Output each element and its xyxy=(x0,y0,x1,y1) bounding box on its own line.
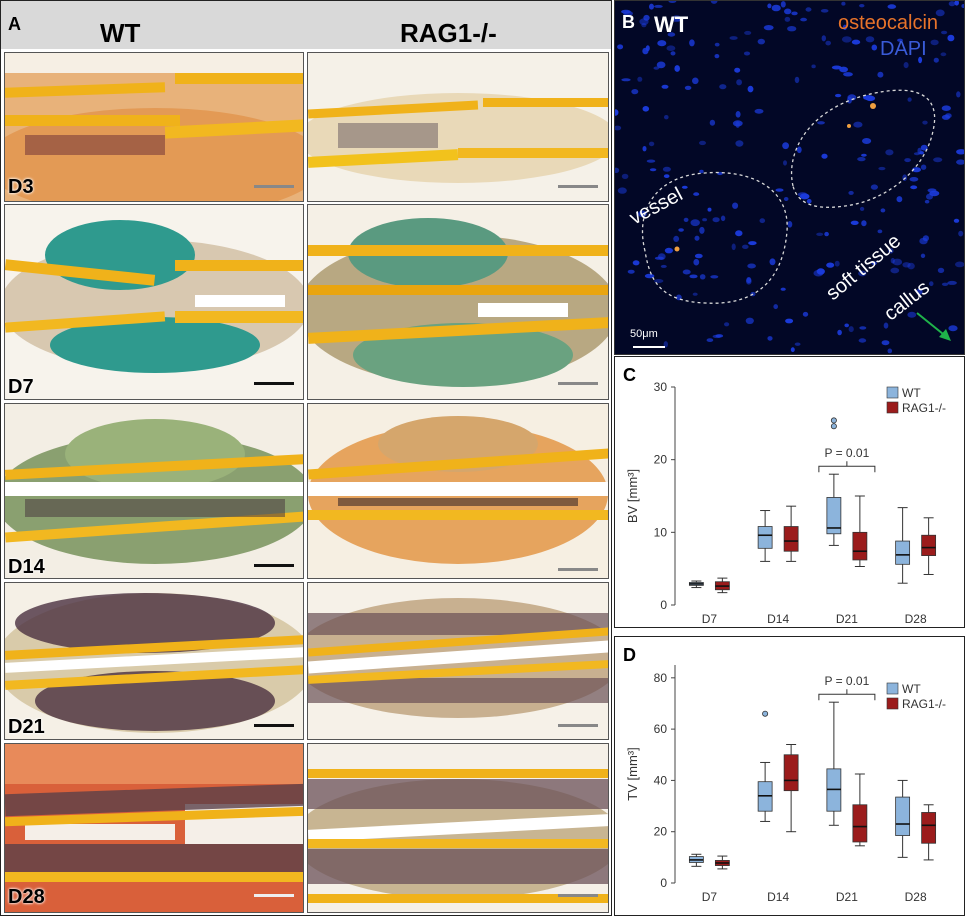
histology-image-d14-rag1 xyxy=(307,403,609,579)
scale-bar xyxy=(558,185,598,188)
histology-image-d7-wt xyxy=(4,204,304,400)
outlier-point xyxy=(762,710,769,717)
p-value-label: P = 0.01 xyxy=(824,674,869,688)
histology-image-d3-rag1 xyxy=(307,52,609,202)
panel-d: D 0 20 40 60 80 TV [mm³] D7 D14 D21 D28 P = 0.01 WT R… xyxy=(614,636,965,916)
legend-swatch xyxy=(886,682,899,695)
y-axis-label: BV [mm³] xyxy=(625,469,640,523)
box-rag1 xyxy=(783,526,799,552)
legend-swatch xyxy=(886,697,899,710)
box-rag1 xyxy=(783,754,799,792)
box-rag1 xyxy=(921,534,937,556)
scale-bar xyxy=(558,568,598,571)
histology-image-d21-rag1 xyxy=(307,582,609,740)
box-rag1 xyxy=(852,531,868,561)
panel-letter: C xyxy=(623,365,636,385)
panel-a-letter: A xyxy=(8,14,21,34)
tv-boxplot-chart: D 0 20 40 60 80 TV [mm³] D7 D14 D21 D28 P = 0.01 WTR… xyxy=(623,645,946,904)
y-tick-label: 40 xyxy=(654,773,668,787)
scale-bar xyxy=(254,894,294,897)
legend-label: WT xyxy=(902,386,921,400)
row-label-d3: D3 xyxy=(8,176,34,198)
histology-image-d14-wt xyxy=(4,403,304,579)
fluorescence-image xyxy=(615,1,964,354)
legend-swatch xyxy=(886,386,899,399)
panel-b-genotype: WT xyxy=(654,12,689,37)
x-tick-label: D21 xyxy=(836,890,858,904)
histology-image-d28-rag1 xyxy=(307,743,609,913)
column-header-rag1: RAG1-/- xyxy=(400,18,497,48)
panel-b-letter: B xyxy=(622,12,635,32)
outlier-point xyxy=(830,423,837,430)
y-tick-label: 0 xyxy=(660,598,667,612)
significance-bracket xyxy=(818,461,876,473)
legend-osteocalcin: osteocalcin xyxy=(838,12,939,34)
y-axis-label: TV [mm³] xyxy=(625,747,640,800)
y-tick-label: 20 xyxy=(654,453,668,467)
y-tick-label: 20 xyxy=(654,825,668,839)
row-label-d21: D21 xyxy=(8,716,45,738)
histology-image-d7-rag1 xyxy=(307,204,609,400)
outlier-point xyxy=(830,417,837,424)
row-label-d28: D28 xyxy=(8,886,45,908)
legend-label: WT xyxy=(902,682,921,696)
x-tick-label: D28 xyxy=(905,612,927,626)
y-tick-label: 80 xyxy=(654,671,668,685)
x-tick-label: D14 xyxy=(767,612,789,626)
legend-swatch xyxy=(886,401,899,414)
panel-a-header xyxy=(1,1,611,49)
x-tick-label: D7 xyxy=(702,890,718,904)
bv-boxplot-chart: C 0 10 20 30 BV [mm³] D7 D14 D21 D28 P = 0.01 WTRAG… xyxy=(623,365,946,626)
histology-image-d3-wt xyxy=(4,52,304,202)
y-tick-label: 30 xyxy=(654,380,668,394)
histology-image-d28-wt xyxy=(4,743,304,913)
y-tick-label: 0 xyxy=(660,876,667,890)
panel-b xyxy=(614,0,965,355)
y-tick-label: 60 xyxy=(654,722,668,736)
panel-c: C 0 10 20 30 BV [mm³] D7 D14 D21 D28 P = 0.01 WT RAG… xyxy=(614,356,965,628)
x-tick-label: D7 xyxy=(702,612,718,626)
scale-bar xyxy=(254,564,294,567)
significance-bracket xyxy=(818,689,876,701)
x-tick-label: D28 xyxy=(905,890,927,904)
box-wt xyxy=(895,796,911,836)
legend-dapi: DAPI xyxy=(880,38,927,60)
row-label-d7: D7 xyxy=(8,376,34,398)
scale-bar xyxy=(558,894,598,897)
row-label-d14: D14 xyxy=(8,556,45,578)
x-tick-label: D21 xyxy=(836,612,858,626)
scale-bar xyxy=(254,382,294,385)
box-wt xyxy=(895,540,911,565)
box-wt xyxy=(826,497,842,535)
box-rag1 xyxy=(852,804,868,843)
x-tick-label: D14 xyxy=(767,890,789,904)
column-header-wt: WT xyxy=(100,18,141,48)
histology-image-d21-wt xyxy=(4,582,304,740)
y-tick-label: 10 xyxy=(654,525,668,539)
scale-bar xyxy=(558,382,598,385)
p-value-label: P = 0.01 xyxy=(824,446,869,460)
scale-bar xyxy=(558,724,598,727)
scale-bar xyxy=(254,724,294,727)
scale-bar xyxy=(254,185,294,188)
scalebar-label: 50μm xyxy=(630,328,658,340)
legend-label: RAG1-/- xyxy=(902,401,946,415)
legend-label: RAG1-/- xyxy=(902,697,946,711)
box-wt xyxy=(757,526,773,549)
panel-letter: D xyxy=(623,645,636,665)
box-rag1 xyxy=(921,812,937,844)
